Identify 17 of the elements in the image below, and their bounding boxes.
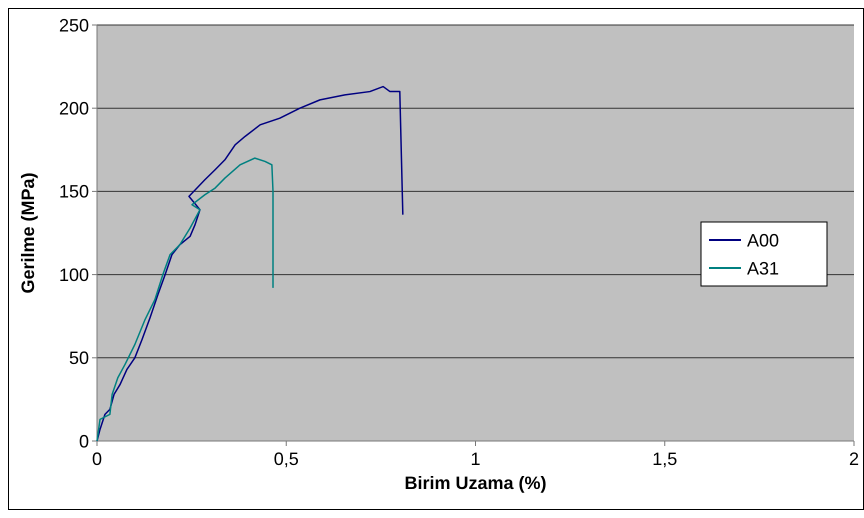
y-tick-label: 100 bbox=[58, 264, 89, 285]
y-tick-label: 0 bbox=[78, 431, 89, 452]
x-tick-label: 2 bbox=[848, 449, 860, 469]
y-tick-label: 150 bbox=[58, 182, 89, 202]
y-tick-label: 250 bbox=[58, 15, 89, 36]
x-axis-title: Birim Uzama (%) bbox=[404, 473, 547, 493]
line-series bbox=[96, 86, 404, 442]
y-axis-title: Gerilme (MPa) bbox=[18, 172, 38, 294]
y-tick-label: 50 bbox=[68, 348, 89, 368]
x-tick-label: 0,5 bbox=[274, 449, 299, 469]
legend-label: A00 bbox=[747, 230, 780, 250]
x-tick-label: 1,5 bbox=[652, 449, 678, 469]
legend-label: A31 bbox=[747, 258, 780, 278]
x-tick-label: 0 bbox=[92, 449, 102, 469]
y-tick-label: 200 bbox=[58, 98, 89, 118]
line-series bbox=[96, 157, 274, 442]
x-tick-label: 1 bbox=[470, 449, 481, 469]
